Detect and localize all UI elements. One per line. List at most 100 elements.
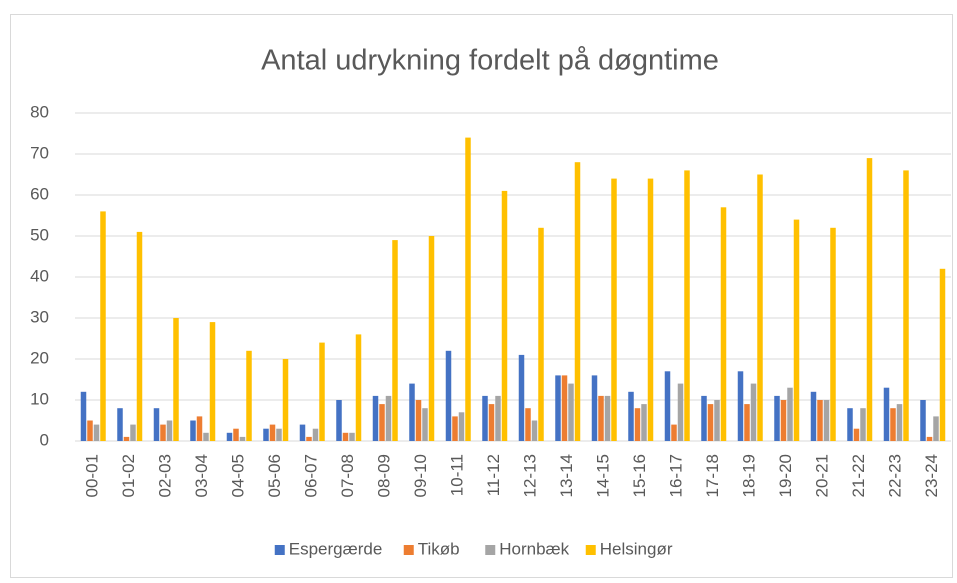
bar: [920, 400, 926, 441]
bar: [611, 178, 617, 441]
bar: [750, 383, 757, 441]
legend-swatch: [274, 545, 285, 555]
bar: [465, 137, 471, 441]
bar: [810, 391, 817, 441]
bar: [445, 350, 452, 441]
x-tick-label: 06-07: [302, 454, 321, 497]
bar: [355, 334, 362, 441]
bar: [276, 428, 282, 441]
x-tick-label: 01-02: [119, 454, 138, 497]
bar: [737, 371, 744, 441]
bar: [299, 424, 306, 441]
bar: [136, 231, 143, 441]
y-tick-label: 80: [30, 102, 49, 121]
x-tick-label: 21-22: [849, 454, 868, 497]
bar: [312, 428, 319, 441]
bar: [173, 318, 179, 441]
bar: [830, 227, 836, 441]
bar: [720, 207, 727, 441]
x-tick-label: 20-21: [813, 454, 832, 497]
bar: [488, 404, 495, 441]
bar: [233, 428, 239, 441]
bar: [452, 416, 458, 441]
bar: [80, 391, 87, 441]
legend-swatch: [585, 545, 596, 555]
bar: [787, 387, 793, 441]
bar: [823, 400, 830, 441]
bar: [561, 375, 568, 441]
x-tick-label: 02-03: [156, 454, 175, 497]
bar: [239, 436, 246, 441]
legend-swatch: [485, 545, 496, 555]
bar: [568, 383, 574, 441]
x-tick-label: 05-06: [265, 454, 284, 497]
bar: [939, 268, 946, 441]
legend-label: Hornbæk: [499, 539, 569, 558]
bar: [246, 350, 252, 441]
bar: [677, 383, 684, 441]
bar: [117, 408, 123, 441]
x-tick-label: 12-13: [521, 454, 540, 497]
bar: [598, 395, 604, 441]
bar: [209, 322, 216, 441]
x-tick-label: 04-05: [229, 454, 248, 497]
bar: [774, 395, 780, 441]
legend-label: Espergærde: [289, 539, 383, 558]
bar: [903, 170, 909, 441]
bar: [780, 400, 787, 441]
x-tick-label: 22-23: [886, 454, 905, 497]
bar: [890, 408, 896, 441]
bar: [926, 436, 933, 441]
x-tick-label: 09-10: [411, 454, 430, 497]
bar: [817, 400, 823, 441]
x-tick-label: 16-17: [667, 454, 686, 497]
bar: [342, 432, 349, 441]
y-tick-label: 0: [40, 430, 49, 449]
x-tick-label: 17-18: [703, 454, 722, 497]
y-tick-label: 50: [30, 225, 49, 244]
bar: [203, 432, 209, 441]
bar: [409, 383, 415, 441]
x-tick-label: 03-04: [192, 454, 211, 497]
y-tick-label: 40: [30, 266, 49, 285]
x-tick-label: 23-24: [922, 454, 941, 497]
bar: [93, 424, 100, 441]
y-tick-label: 20: [30, 348, 49, 367]
bar: [525, 408, 531, 441]
bar: [684, 170, 690, 441]
bar: [847, 408, 853, 441]
bar: [574, 162, 581, 441]
legend-label: Tikøb: [418, 539, 460, 558]
bar: [933, 416, 939, 441]
bar: [372, 395, 379, 441]
bar: [482, 395, 488, 441]
y-tick-label: 10: [30, 389, 49, 408]
bar: [664, 371, 671, 441]
bar: [793, 219, 800, 441]
bar: [531, 420, 538, 441]
bar: [166, 420, 173, 441]
chart-title: Antal udrykning fordelt på døgntime: [261, 45, 719, 77]
bar: [538, 227, 544, 441]
bar: [336, 400, 342, 441]
bar: [501, 190, 508, 441]
bar: [757, 174, 763, 441]
bar: [744, 404, 750, 441]
bar: [196, 416, 203, 441]
x-tick-label: 00-01: [83, 454, 102, 497]
legend-label: Helsingør: [600, 539, 673, 558]
y-tick-label: 70: [30, 143, 49, 162]
bar: [319, 342, 325, 441]
bar: [604, 395, 611, 441]
bar: [634, 408, 641, 441]
x-tick-label: 15-16: [630, 454, 649, 497]
x-tick-label: 10-11: [448, 454, 467, 496]
bar: [896, 404, 903, 441]
bar: [628, 391, 634, 441]
bar: [263, 428, 269, 441]
bar: [671, 424, 677, 441]
bar: [100, 211, 106, 441]
x-tick-label: 14-15: [594, 454, 613, 497]
bar: [458, 412, 465, 441]
bar: [641, 404, 647, 441]
